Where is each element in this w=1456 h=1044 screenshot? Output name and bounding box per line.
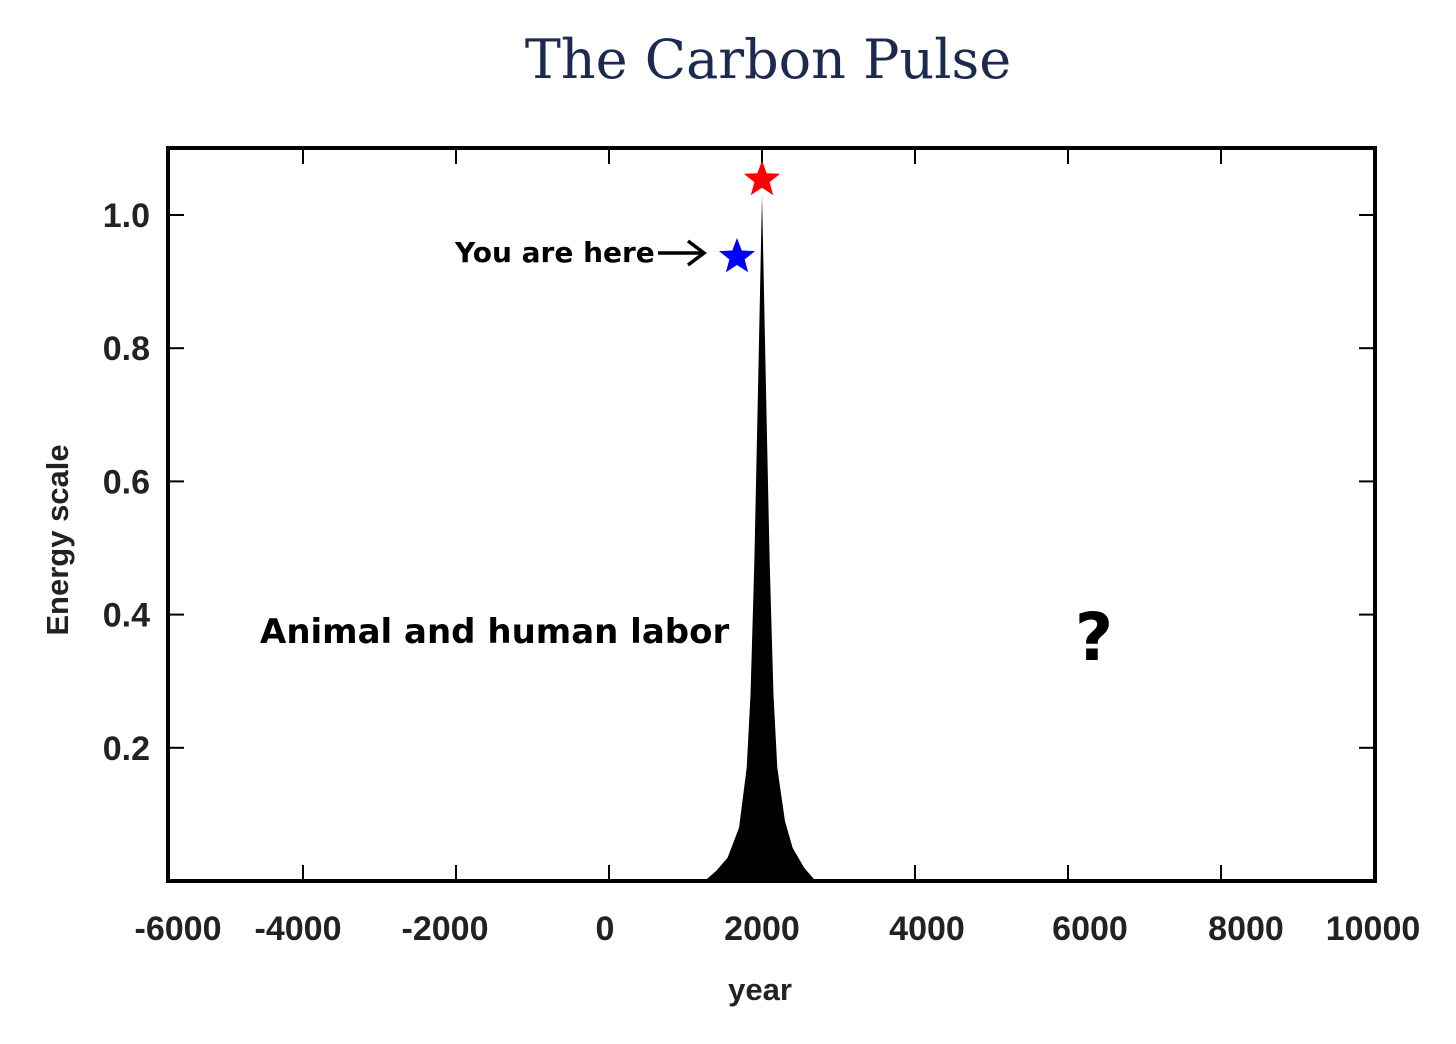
x-tick-label: 4000 bbox=[889, 910, 965, 948]
animal-human-labor-label: Animal and human labor bbox=[260, 612, 729, 652]
y-tick-labels: 0.2 0.4 0.6 0.8 1.0 bbox=[103, 197, 150, 768]
y-tick-label: 0.8 bbox=[103, 330, 150, 368]
x-tick-label: 2000 bbox=[724, 910, 800, 948]
red-star-icon bbox=[743, 160, 781, 196]
y-tick-label: 1.0 bbox=[103, 197, 150, 235]
x-tick-labels: -6000 -4000 -2000 0 2000 4000 6000 8000 10000 bbox=[135, 910, 1421, 948]
x-tick-label: -6000 bbox=[135, 910, 222, 948]
y-tick-label: 0.6 bbox=[103, 463, 150, 501]
carbon-pulse-area bbox=[704, 195, 816, 881]
y-tick-label: 0.4 bbox=[103, 597, 150, 635]
y-tick-label: 0.2 bbox=[103, 730, 150, 768]
x-tick-marks bbox=[302, 148, 1222, 881]
x-tick-label: 10000 bbox=[1326, 910, 1421, 948]
you-are-here-label: You are here bbox=[454, 236, 655, 269]
y-axis-label: Energy scale bbox=[40, 444, 75, 635]
x-tick-label: -4000 bbox=[255, 910, 342, 948]
arrow-right-icon bbox=[658, 239, 707, 267]
plot-frame bbox=[166, 146, 1377, 883]
chart-title: The Carbon Pulse bbox=[524, 28, 1012, 91]
blue-star-icon bbox=[719, 238, 756, 273]
x-tick-label: 6000 bbox=[1052, 910, 1128, 948]
x-tick-label: -2000 bbox=[402, 910, 489, 948]
x-tick-label: 8000 bbox=[1208, 910, 1284, 948]
x-axis-label: year bbox=[728, 972, 792, 1007]
x-tick-label: 0 bbox=[596, 910, 615, 948]
question-mark-label: ? bbox=[1075, 599, 1113, 676]
y-tick-marks bbox=[168, 214, 1375, 749]
